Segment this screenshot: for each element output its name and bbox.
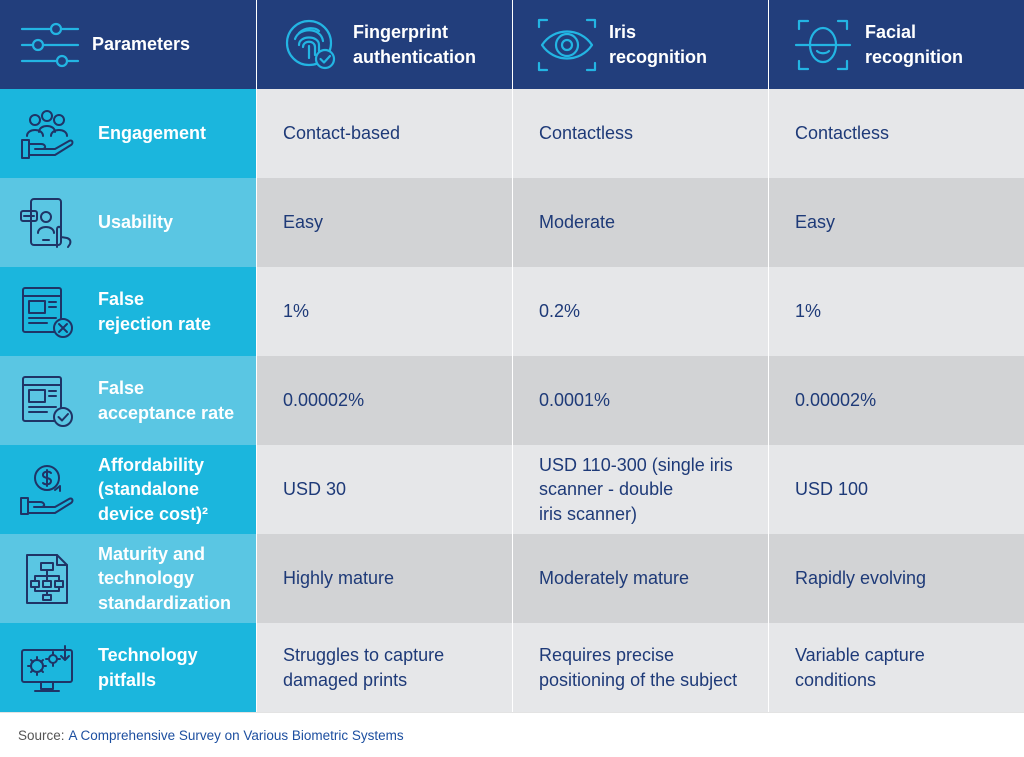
param-label: False rejection rate [98,289,212,334]
param-label: Engagement [98,123,207,144]
value-iris: 0.0001% [512,356,768,445]
flowchart-document-icon [18,550,76,608]
value-iris: Contactless [512,89,768,178]
param-cell-pitfalls: Technology pitfalls [0,623,256,712]
value-iris: Requires precise positioning of the subj… [512,623,768,712]
source-footer: Source: A Comprehensive Survey on Variou… [0,712,1024,757]
value-fingerprint: 1% [256,267,512,356]
biometric-comparison-table: Parameters Fingerprint aut [0,0,1024,712]
value-fingerprint: Highly mature [256,534,512,623]
value-fingerprint: 0.00002% [256,356,512,445]
header-iris-label: Iris recognition [609,22,707,67]
param-cell-engagement: Engagement [0,89,256,178]
table-header-row: Parameters Fingerprint aut [0,0,1024,89]
source-label: Source: [18,727,65,743]
param-cell-affordability: Affordability (standalone device cost)² [0,445,256,534]
value-facial: 0.00002% [768,356,1024,445]
table-row: Affordability (standalone device cost)² … [0,445,1024,534]
header-parameters-label: Parameters [92,34,191,55]
value-fingerprint: Contact-based [256,89,512,178]
param-label: Maturity and technology standardization [98,543,232,613]
value-fingerprint: Easy [256,178,512,267]
document-accept-icon [18,372,76,430]
eye-icon [535,17,599,73]
value-iris: Moderate [512,178,768,267]
param-label: Affordability (standalone device cost)² [98,454,209,524]
group-hand-icon [18,105,76,163]
value-facial: Easy [768,178,1024,267]
fingerprint-icon [279,17,343,73]
table-row: False acceptance rate 0.00002% 0.0001% 0… [0,356,1024,445]
value-iris: Moderately mature [512,534,768,623]
table-row: Engagement Contact-based Contactless Con… [0,89,1024,178]
param-label: Technology pitfalls [98,645,198,690]
dollar-hand-icon [18,461,76,519]
param-cell-false-rejection: False rejection rate [0,267,256,356]
table-row: Technology pitfalls Struggles to capture… [0,623,1024,712]
table-row: False rejection rate 1% 0.2% 1% [0,267,1024,356]
header-facial-label: Facial recognition [865,22,963,67]
value-iris: USD 110-300 (single iris scanner - doubl… [512,445,768,534]
param-cell-maturity: Maturity and technology standardization [0,534,256,623]
param-cell-false-acceptance: False acceptance rate [0,356,256,445]
table-row: Maturity and technology standardization … [0,534,1024,623]
value-iris: 0.2% [512,267,768,356]
value-facial: Variable capture conditions [768,623,1024,712]
header-fingerprint-label: Fingerprint authentication [353,22,477,67]
header-facial-cell: Facial recognition [768,0,1024,89]
value-facial: Contactless [768,89,1024,178]
source-link[interactable]: A Comprehensive Survey on Various Biomet… [68,727,404,743]
table-row: Usability Easy Moderate Easy [0,178,1024,267]
param-label: Usability [98,212,174,233]
monitor-gears-icon [18,639,76,697]
header-parameters-cell: Parameters [0,0,256,89]
value-facial: Rapidly evolving [768,534,1024,623]
header-fingerprint-cell: Fingerprint authentication [256,0,512,89]
param-label: False acceptance rate [98,378,235,423]
face-scan-icon [791,17,855,73]
tablet-touch-icon [18,194,76,252]
value-facial: 1% [768,267,1024,356]
sliders-icon [18,17,82,73]
value-fingerprint: Struggles to capture damaged prints [256,623,512,712]
value-fingerprint: USD 30 [256,445,512,534]
param-cell-usability: Usability [0,178,256,267]
header-iris-cell: Iris recognition [512,0,768,89]
value-facial: USD 100 [768,445,1024,534]
document-reject-icon [18,283,76,341]
